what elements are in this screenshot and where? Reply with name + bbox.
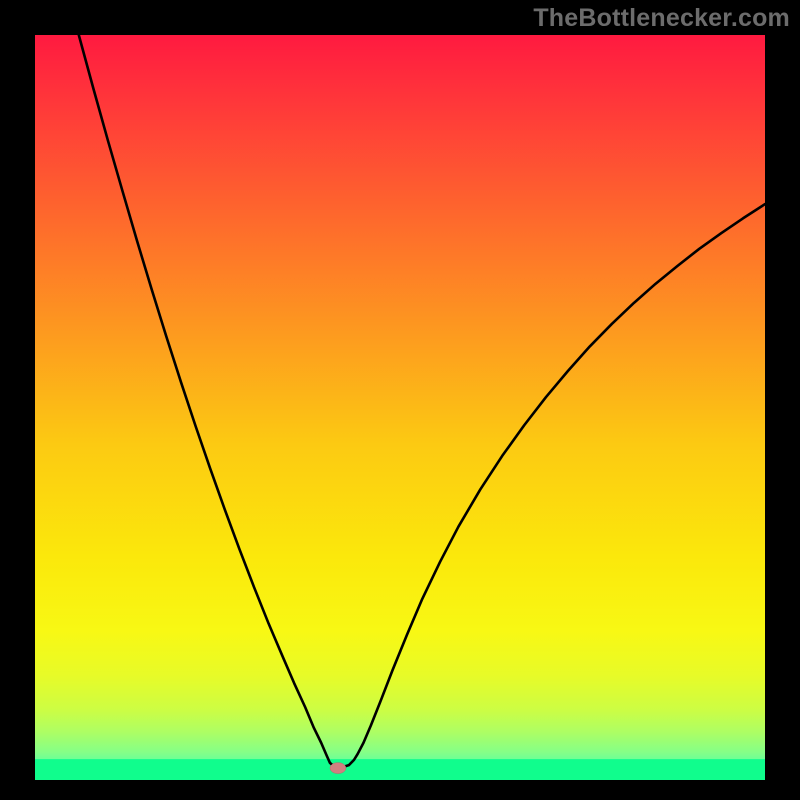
optimal-marker (330, 763, 346, 774)
green-band (35, 759, 765, 780)
plot-svg (35, 35, 765, 780)
plot-area (35, 35, 765, 780)
watermark-text: TheBottlenecker.com (533, 4, 790, 33)
chart-frame: TheBottlenecker.com (0, 0, 800, 800)
plot-background (35, 35, 765, 780)
